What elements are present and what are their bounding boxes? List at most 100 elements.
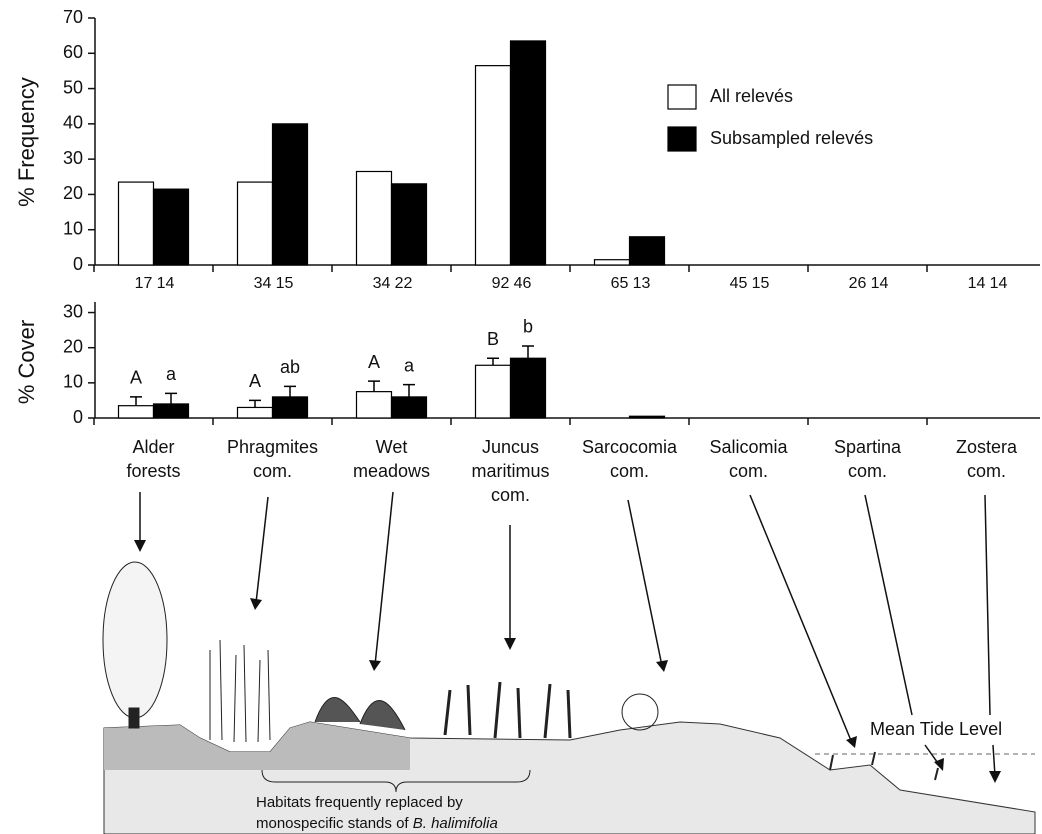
y-tick-label: 70 [63,7,83,27]
sample-size: 34 [373,275,391,292]
bar [474,65,512,266]
significance-letter: A [130,368,142,388]
bar [117,181,155,266]
significance-letter: b [523,317,533,337]
bar [593,259,631,266]
sample-size: 92 [492,275,510,292]
error-bar [130,396,142,406]
error-bar [249,399,261,408]
error-bar [368,380,380,392]
arrow [992,744,996,777]
y-tick-label: 40 [63,113,83,133]
reeds [209,639,271,743]
significance-letter: A [249,371,261,391]
habitat-illustration [102,491,1036,834]
bar [152,188,190,266]
sarcocornia-plant [621,693,659,731]
y-tick-label: 30 [63,148,83,168]
legend-swatch [667,84,697,110]
significance-letter: a [404,355,415,375]
y-tick-label: 60 [63,42,83,62]
soil [104,722,410,770]
arrow [749,494,853,744]
bar [390,183,428,266]
bar [474,364,512,419]
x-tick-label: Wet meadows [352,437,431,481]
legend-label: Subsampled relevés [710,128,873,148]
arrows [139,491,996,777]
significance-letter: A [368,352,380,372]
significance-letter: ab [280,357,300,377]
tree [102,561,168,719]
tree-trunk [128,707,140,729]
sample-size: 14 [871,275,889,292]
arrow [984,494,991,716]
brace [261,769,531,793]
significance-letter: a [166,364,177,384]
error-bar [522,345,534,359]
annotation-part: monospecific stands of [256,815,413,832]
legend-label: All relevés [710,86,793,106]
sample-size: 22 [395,275,413,292]
arrowheads [134,540,1001,783]
sample-size: 65 [611,275,629,292]
error-bar [165,392,177,404]
arrow [627,499,663,667]
sample-size: 15 [276,275,294,292]
sample-size: 14 [968,275,986,292]
y-tick-label: 0 [73,254,83,274]
error-bar [284,385,296,397]
annotation-part: B. halimifolia [413,815,498,832]
bar [509,40,547,266]
y-tick-label: 50 [63,77,83,97]
annotation: Mean Tide Level [870,719,1002,739]
ground [103,721,1036,834]
y-tick-label: 20 [63,183,83,203]
y-tick-label: 0 [73,407,83,427]
error-bar [403,383,415,397]
sample-size: 46 [514,275,532,292]
salt-plants [829,751,939,781]
juncus-plants [443,681,572,739]
bar [355,391,393,419]
y-tick-label: 20 [63,336,83,356]
sample-size: 45 [730,275,748,292]
arrow [864,494,913,716]
x-tick-label: Salicomia com. [709,437,788,481]
x-tick-label: Sarcocomia com. [581,437,678,481]
significance-letter: B [487,329,499,349]
error-bar [487,357,499,366]
bar [271,396,309,419]
bar [628,415,666,419]
y-tick-label: 10 [63,218,83,238]
arrow [374,491,394,666]
x-tick-label: Phragmites com. [226,437,319,481]
x-tick-label: Alder forests [126,437,181,481]
bar [390,396,428,419]
y-axis-label: % Frequency [14,77,39,207]
x-tick-label: Spartina com. [833,437,902,481]
y-axis-label: % Cover [14,320,39,404]
sample-size: 14 [990,275,1008,292]
arrow [255,496,269,604]
x-tick-label: Zostera com. [955,437,1018,481]
bar [355,170,393,266]
meadow-plants [314,697,406,731]
legend-swatch [667,126,697,152]
sample-size: 34 [254,275,272,292]
sample-size: 15 [752,275,770,292]
bar [117,405,155,419]
x-tick-label: Juncus maritimus com. [471,437,550,505]
sample-size: 17 [135,275,153,292]
bar [628,236,666,266]
bar [236,181,274,266]
bar [152,403,190,419]
bar [509,357,547,419]
bar [271,123,309,266]
annotation: monospecific stands of B. halimifolia [256,815,498,832]
y-tick-label: 10 [63,372,83,392]
sample-size: 14 [157,275,175,292]
bar [236,406,274,419]
